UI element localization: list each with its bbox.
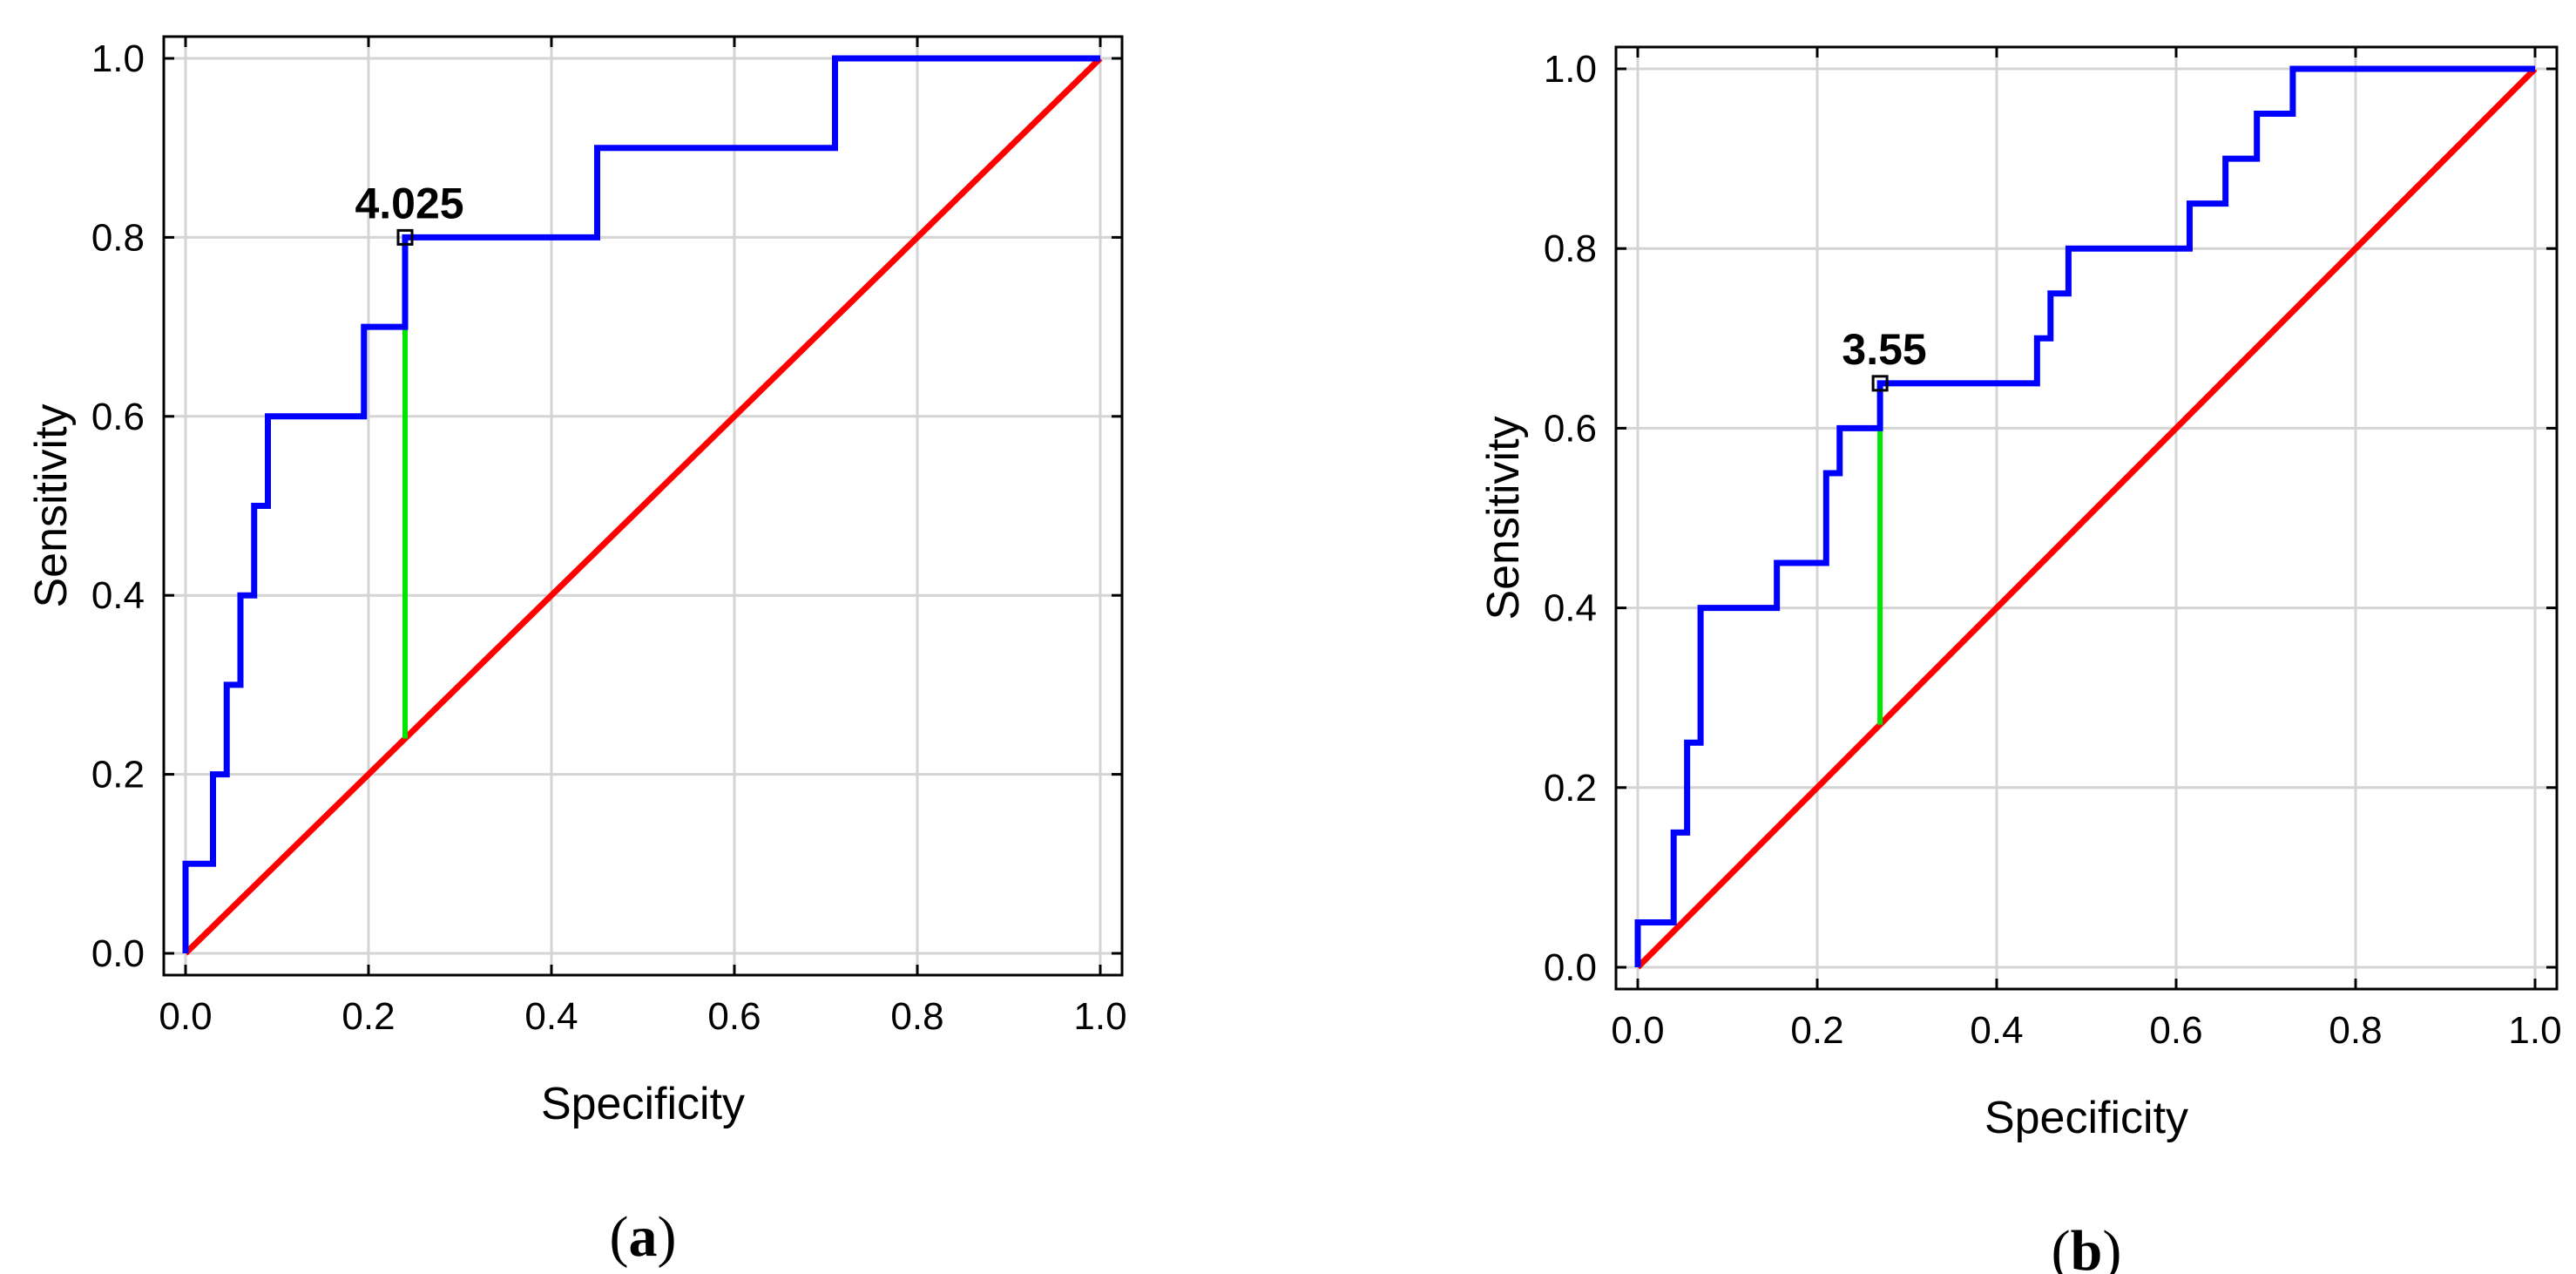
panel-a-caption: (a) bbox=[610, 1205, 677, 1269]
panel-b-reference-line bbox=[1635, 66, 2538, 970]
panel-a-y-axis-title: Sensitivity bbox=[26, 403, 77, 607]
panel-b-y-tick-label: 0.0 bbox=[1544, 946, 1597, 989]
panel-a-y-tick-label: 0.6 bbox=[91, 396, 145, 438]
panel-b-y-tick-label: 0.4 bbox=[1544, 587, 1597, 630]
panel-a-caption-close-paren: ) bbox=[658, 1205, 677, 1269]
panel-b-x-tick-label: 0.2 bbox=[1790, 1009, 1843, 1052]
panel-b-series bbox=[1634, 65, 2538, 970]
panel-a-x-tick-label: 0.4 bbox=[524, 995, 578, 1038]
panel-b-caption-open-paren: ( bbox=[2052, 1219, 2071, 1274]
panel-b-x-tick-label: 0.4 bbox=[1970, 1009, 2023, 1052]
panel-b-x-tick-label: 0.8 bbox=[2329, 1009, 2382, 1052]
panel-a-cutoff-label: 4.025 bbox=[355, 179, 463, 227]
panel-b-x-axis-title: Specificity bbox=[1984, 1093, 2188, 1143]
panel-a-x-tick-label: 1.0 bbox=[1073, 995, 1126, 1038]
panel-b-ticks: 0.0 0.2 0.4 0.6 0.8 1.0 0.0 0.2 0.4 0.6 0.8 1.0 bbox=[1544, 47, 2562, 1052]
panel-b-y-tick-label: 0.2 bbox=[1544, 767, 1597, 810]
panel-b-caption-close-paren: ) bbox=[2102, 1219, 2121, 1274]
panel-b-x-tick-label: 0.6 bbox=[2149, 1009, 2202, 1052]
panel-b-cutoff-label: 3.55 bbox=[1842, 325, 1926, 374]
panel-b: 0.0 0.2 0.4 0.6 0.8 1.0 0.0 0.2 0.4 0.6 0.8 1.0 Spe… bbox=[1478, 45, 2562, 1274]
panel-a-caption-open-paren: ( bbox=[610, 1205, 629, 1269]
panel-b-x-tick-label: 0.0 bbox=[1611, 1009, 1664, 1052]
panel-b-y-tick-label: 0.8 bbox=[1544, 227, 1597, 270]
panel-a-y-tick-label: 0.4 bbox=[91, 574, 145, 617]
panel-b-y-tick-label: 1.0 bbox=[1544, 48, 1597, 91]
panel-a-cutoff-marker bbox=[396, 228, 414, 246]
panel-a-y-tick-label: 0.8 bbox=[91, 216, 145, 259]
panel-b-y-axis-title: Sensitivity bbox=[1478, 416, 1529, 620]
panel-a-x-tick-label: 0.6 bbox=[707, 995, 761, 1038]
panel-a-grid bbox=[164, 37, 1122, 975]
panel-a-y-tick-label: 0.0 bbox=[91, 932, 145, 975]
panel-a: 0.0 0.2 0.4 0.6 0.8 1.0 0.0 0.2 0.4 0.6 0.8 1.0 Spe… bbox=[26, 35, 1127, 1269]
panel-a-x-axis-title: Specificity bbox=[541, 1079, 745, 1129]
panel-a-x-tick-label: 0.8 bbox=[890, 995, 943, 1038]
panel-b-x-tick-label: 1.0 bbox=[2508, 1009, 2561, 1052]
panel-b-plot-frame bbox=[1614, 45, 2559, 991]
panel-a-y-tick-label: 1.0 bbox=[91, 37, 145, 80]
panel-a-series bbox=[182, 55, 1103, 956]
panel-a-x-tick-label: 0.0 bbox=[159, 995, 212, 1038]
panel-b-grid bbox=[1616, 47, 2557, 989]
panel-a-roc-curve bbox=[182, 55, 1100, 953]
panel-a-y-tick-label: 0.2 bbox=[91, 754, 145, 796]
panel-b-roc-curve bbox=[1634, 65, 2535, 967]
panel-a-reference-line bbox=[183, 56, 1103, 956]
panel-a-plot-frame bbox=[162, 35, 1124, 977]
panel-a-x-tick-label: 0.2 bbox=[341, 995, 395, 1038]
panel-b-caption-letter: b bbox=[2071, 1219, 2103, 1274]
panel-b-cutoff-marker bbox=[1871, 375, 1889, 392]
panel-b-caption: (b) bbox=[2052, 1219, 2122, 1274]
panel-a-caption-letter: a bbox=[629, 1205, 658, 1269]
panel-b-y-tick-label: 0.6 bbox=[1544, 407, 1597, 450]
panel-a-ticks: 0.0 0.2 0.4 0.6 0.8 1.0 0.0 0.2 0.4 0.6 0.8 1.0 bbox=[91, 37, 1127, 1038]
